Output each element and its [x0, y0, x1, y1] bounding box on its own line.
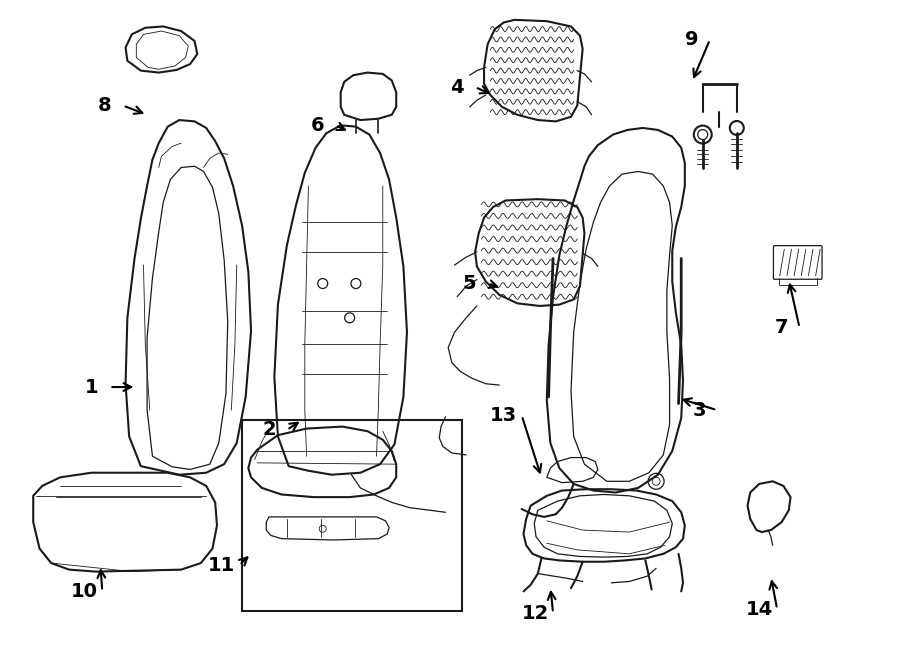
Text: 11: 11: [208, 555, 235, 575]
Text: 8: 8: [98, 96, 112, 115]
Text: 5: 5: [463, 274, 476, 293]
Text: 3: 3: [692, 401, 706, 420]
Text: 14: 14: [745, 600, 773, 619]
Text: 4: 4: [450, 77, 464, 97]
Text: 9: 9: [685, 30, 698, 49]
Text: 1: 1: [85, 377, 98, 397]
Text: 2: 2: [262, 420, 275, 440]
Bar: [242, 420, 462, 611]
Text: 7: 7: [775, 318, 788, 337]
Text: 13: 13: [491, 406, 518, 425]
Text: 6: 6: [310, 116, 324, 135]
Text: 10: 10: [71, 582, 98, 601]
Text: 12: 12: [521, 604, 549, 623]
